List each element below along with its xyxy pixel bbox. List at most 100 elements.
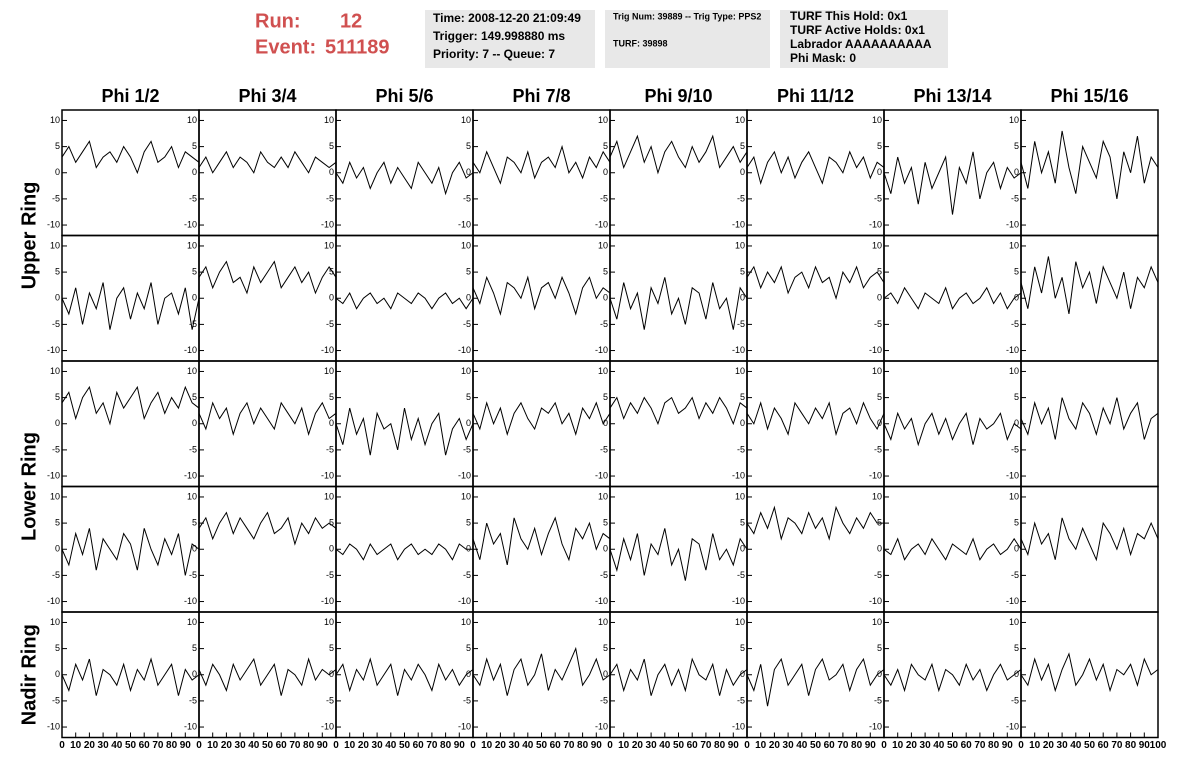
x-tick-label: 90: [1002, 740, 1014, 751]
y-tick-label: 0: [877, 669, 882, 679]
x-tick-label: 30: [920, 740, 932, 751]
y-tick-label: 5: [55, 141, 60, 151]
info-turf: TURF: 39898: [613, 38, 668, 48]
y-tick-label: -10: [1006, 219, 1019, 229]
y-tick-label: -5: [1011, 319, 1019, 329]
y-tick-label: 0: [603, 418, 608, 428]
waveform: [1020, 256, 1159, 315]
y-tick-label: -10: [732, 470, 745, 480]
y-tick-label: -10: [47, 470, 60, 480]
x-tick-label: 0: [470, 740, 476, 751]
x-tick-label: 30: [98, 740, 110, 751]
y-tick-label: -10: [595, 596, 608, 606]
y-tick-label: 10: [1009, 617, 1019, 627]
x-tick-label: 60: [1098, 740, 1110, 751]
y-tick-label: -10: [869, 721, 882, 731]
y-tick-label: -10: [184, 470, 197, 480]
y-tick-label: -5: [737, 444, 745, 454]
row-title: Nadir Ring: [18, 624, 40, 725]
x-tick-label: 0: [607, 740, 613, 751]
y-tick-label: 0: [192, 544, 197, 554]
y-tick-label: 0: [192, 293, 197, 303]
waveform: [61, 385, 200, 426]
y-tick-label: 0: [192, 167, 197, 177]
y-tick-label: 0: [877, 544, 882, 554]
x-tick-label: 80: [440, 740, 452, 751]
y-tick-label: -5: [874, 319, 882, 329]
y-tick-label: 5: [877, 141, 882, 151]
y-tick-label: -5: [600, 319, 608, 329]
x-tick-label: 90: [728, 740, 740, 751]
x-tick-label: 20: [495, 740, 507, 751]
y-tick-label: -5: [463, 193, 471, 203]
waveform: [335, 542, 473, 561]
x-tick-label: 80: [577, 740, 589, 751]
waveform: [746, 265, 885, 301]
x-tick-label: 60: [139, 740, 151, 751]
waveform: [198, 511, 337, 546]
y-tick-label: 10: [735, 491, 745, 501]
info-phi-mask: Phi Mask: 0: [790, 51, 856, 65]
x-tick-label: 10: [70, 740, 82, 751]
x-tick-label: 40: [796, 740, 808, 751]
x-tick-label: 80: [714, 740, 726, 751]
info-priority: Priority: 7 -- Queue: 7: [433, 47, 555, 61]
y-tick-label: -10: [869, 219, 882, 229]
y-tick-label: -10: [1006, 470, 1019, 480]
x-tick-label: 20: [906, 740, 918, 751]
column-title: Phi 11/12: [777, 86, 854, 106]
x-tick-label: 70: [700, 740, 712, 751]
x-tick-label: 10: [1029, 740, 1041, 751]
y-tick-label: 5: [740, 141, 745, 151]
column-title: Phi 9/10: [644, 86, 712, 106]
y-tick-label: 5: [1014, 141, 1019, 151]
x-tick-label: 50: [399, 740, 411, 751]
x-tick-label: 10: [618, 740, 630, 751]
waveform: [883, 411, 1022, 447]
y-tick-label: -10: [595, 345, 608, 355]
y-tick-label: -5: [1011, 570, 1019, 580]
y-tick-label: 5: [1014, 517, 1019, 527]
y-tick-label: -10: [321, 596, 334, 606]
y-tick-label: 5: [192, 643, 197, 653]
x-tick-label: 50: [125, 740, 137, 751]
x-tick-label: 20: [769, 740, 781, 751]
y-tick-label: -5: [874, 193, 882, 203]
x-tick-label: 90: [454, 740, 466, 751]
y-tick-label: 0: [877, 418, 882, 428]
x-tick-label: 10: [755, 740, 767, 751]
y-tick-label: -5: [189, 695, 197, 705]
y-tick-label: 5: [55, 266, 60, 276]
y-tick-label: -10: [47, 596, 60, 606]
y-tick-label: -10: [869, 345, 882, 355]
y-tick-label: 5: [603, 392, 608, 402]
x-tick-label: 70: [152, 740, 164, 751]
y-tick-label: 5: [877, 517, 882, 527]
y-tick-label: 10: [598, 115, 608, 125]
y-tick-label: 0: [55, 544, 60, 554]
y-tick-label: 5: [877, 643, 882, 653]
x-tick-label: 90: [1139, 740, 1151, 751]
y-tick-label: 10: [50, 115, 60, 125]
y-tick-label: -5: [874, 444, 882, 454]
y-tick-label: -5: [737, 570, 745, 580]
x-tick-label: 20: [84, 740, 96, 751]
y-tick-label: 10: [1009, 366, 1019, 376]
y-tick-label: 0: [55, 669, 60, 679]
x-tick-label: 60: [961, 740, 973, 751]
y-tick-label: 5: [603, 141, 608, 151]
x-tick-label: 50: [947, 740, 959, 751]
waveform: [609, 528, 748, 581]
column-title: Phi 13/14: [913, 86, 991, 106]
x-tick-label: 90: [865, 740, 877, 751]
y-tick-label: 0: [603, 544, 608, 554]
y-tick-label: -10: [1006, 721, 1019, 731]
x-tick-label: 0: [333, 740, 339, 751]
info-trigger: Trigger: 149.998880 ms: [433, 29, 565, 43]
y-tick-label: -5: [52, 695, 60, 705]
y-tick-label: -5: [463, 319, 471, 329]
y-tick-label: -5: [52, 444, 60, 454]
x-tick-label: 70: [563, 740, 575, 751]
y-tick-label: 10: [735, 617, 745, 627]
